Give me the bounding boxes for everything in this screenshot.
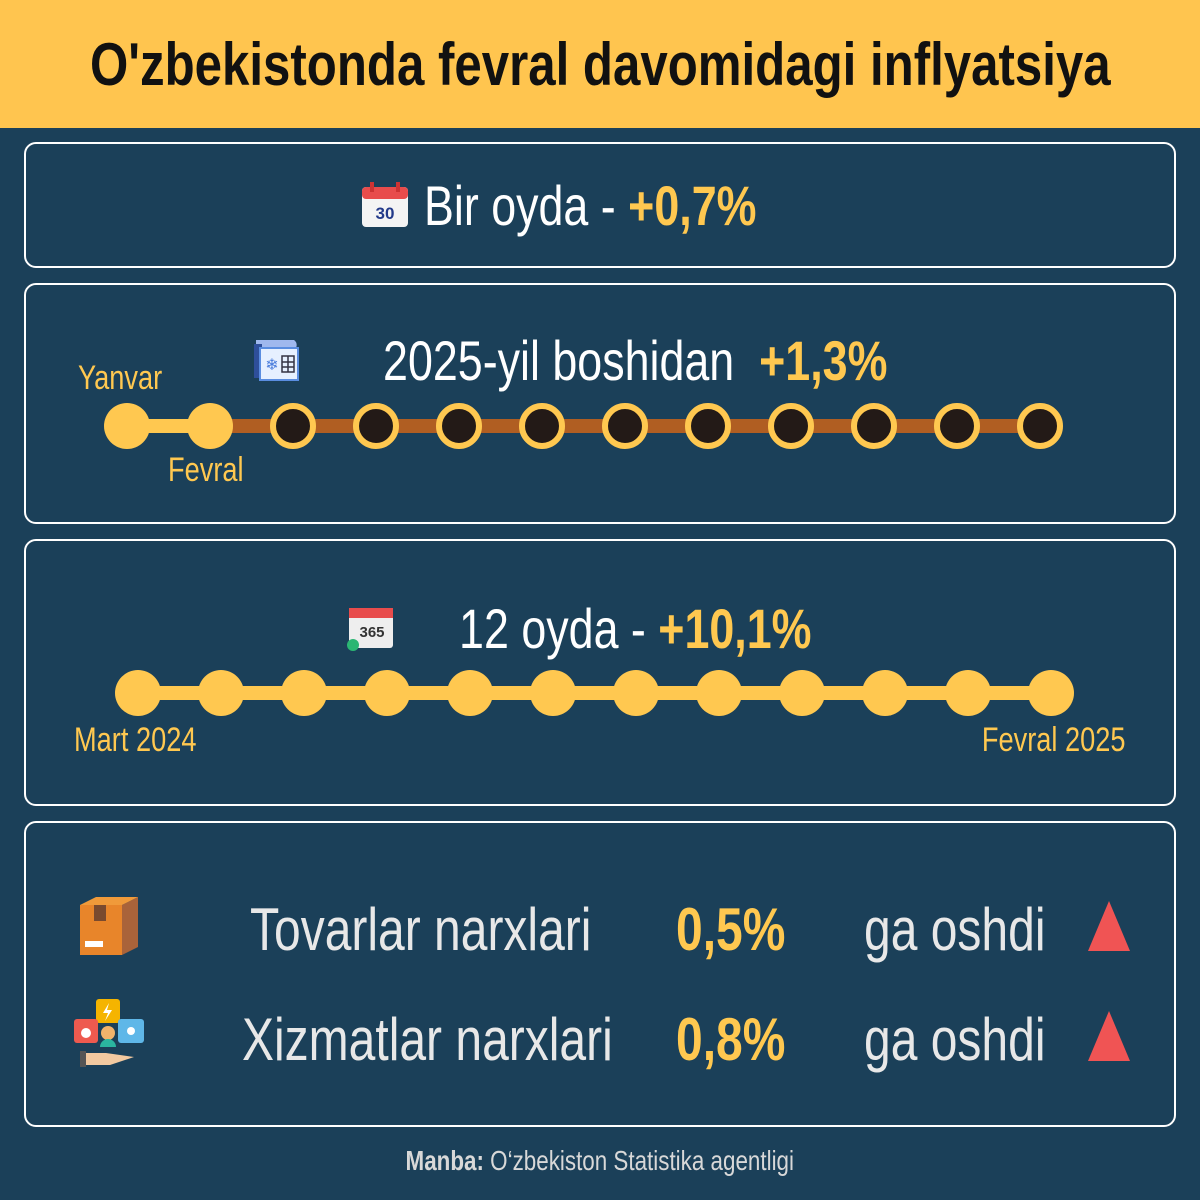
timeline-dot-elapsed (530, 670, 576, 716)
timeline-dot-elapsed (115, 670, 161, 716)
annual-label: 12 oyda - (458, 596, 646, 660)
services-icon (74, 999, 144, 1067)
category-suffix: ga oshdi (864, 1006, 1046, 1073)
category-label: Tovarlar narxlari (250, 896, 592, 963)
timeline-dot-elapsed (696, 670, 742, 716)
timeline-dot-elapsed (364, 670, 410, 716)
timeline-dot-remaining (353, 403, 399, 449)
ytd-current-label: Fevral (168, 451, 244, 489)
timeline-dot-elapsed (187, 403, 233, 449)
svg-text:365: 365 (359, 624, 384, 641)
timeline-dot-remaining (519, 403, 565, 449)
ytd-label: 2025-yil boshidan (382, 328, 734, 392)
timeline-dot-remaining (602, 403, 648, 449)
annual-end-label: Fevral 2025 (982, 721, 1126, 759)
ytd-start-label: Yanvar (78, 359, 163, 397)
monthly-value: +0,7% (628, 173, 757, 237)
timeline-dot-remaining (768, 403, 814, 449)
monthly-label: Bir oyda - (424, 173, 616, 237)
footer: Manba: O‘zbekiston Statistika agentligi (0, 1145, 1200, 1177)
svg-text:❄: ❄ (265, 357, 278, 374)
timeline-dot-remaining (1017, 403, 1063, 449)
ytd-card: ❄ 2025-yil boshidan +1,3% Yanvar Fevral (24, 283, 1176, 524)
timeline-dot-remaining (436, 403, 482, 449)
timeline-dot-elapsed (198, 670, 244, 716)
category-value: 0,8% (676, 1006, 786, 1073)
trend-up-icon (1088, 1011, 1130, 1061)
timeline-dot-remaining (851, 403, 897, 449)
category-value: 0,5% (676, 896, 786, 963)
box-icon (80, 897, 138, 955)
timeline-dot-elapsed (945, 670, 991, 716)
trend-up-icon (1088, 901, 1130, 951)
timeline-dot-remaining (685, 403, 731, 449)
calendar-365-icon: 365 (346, 608, 393, 651)
annual-start-label: Mart 2024 (74, 721, 197, 759)
header: O'zbekistonda fevral davomidagi inflyats… (0, 0, 1200, 128)
category-suffix: ga oshdi (864, 896, 1046, 963)
ytd-value: +1,3% (758, 328, 888, 392)
category-label: Xizmatlar narxlari (242, 1006, 613, 1073)
svg-text:30: 30 (376, 204, 395, 223)
annual-card: 365 12 oyda - +10,1% Mart 2024 Fevral 20… (24, 539, 1176, 806)
timeline-dot-elapsed (613, 670, 659, 716)
timeline-dot-remaining (934, 403, 980, 449)
source-label: Manba: (405, 1145, 485, 1176)
timeline-dot-elapsed (447, 670, 493, 716)
categories-card: Tovarlar narxlari 0,5% ga oshdi Xizmatla… (24, 821, 1176, 1127)
timeline-dot-elapsed (779, 670, 825, 716)
calendar-30-icon: 30 (362, 182, 409, 227)
timeline-dot-elapsed (1028, 670, 1074, 716)
annual-value: +10,1% (658, 596, 812, 660)
timeline-dot-elapsed (281, 670, 327, 716)
monthly-card: 30 Bir oyda - +0,7% (24, 142, 1176, 268)
timeline-dot-elapsed (104, 403, 150, 449)
winter-calendar-icon: ❄ (253, 340, 299, 381)
timeline-line-elapsed (138, 686, 1051, 700)
source-text: O‘zbekiston Statistika agentligi (490, 1145, 795, 1176)
timeline-dot-elapsed (862, 670, 908, 716)
page-title: O'zbekistonda fevral davomidagi inflyats… (89, 30, 1111, 98)
timeline-dot-remaining (270, 403, 316, 449)
